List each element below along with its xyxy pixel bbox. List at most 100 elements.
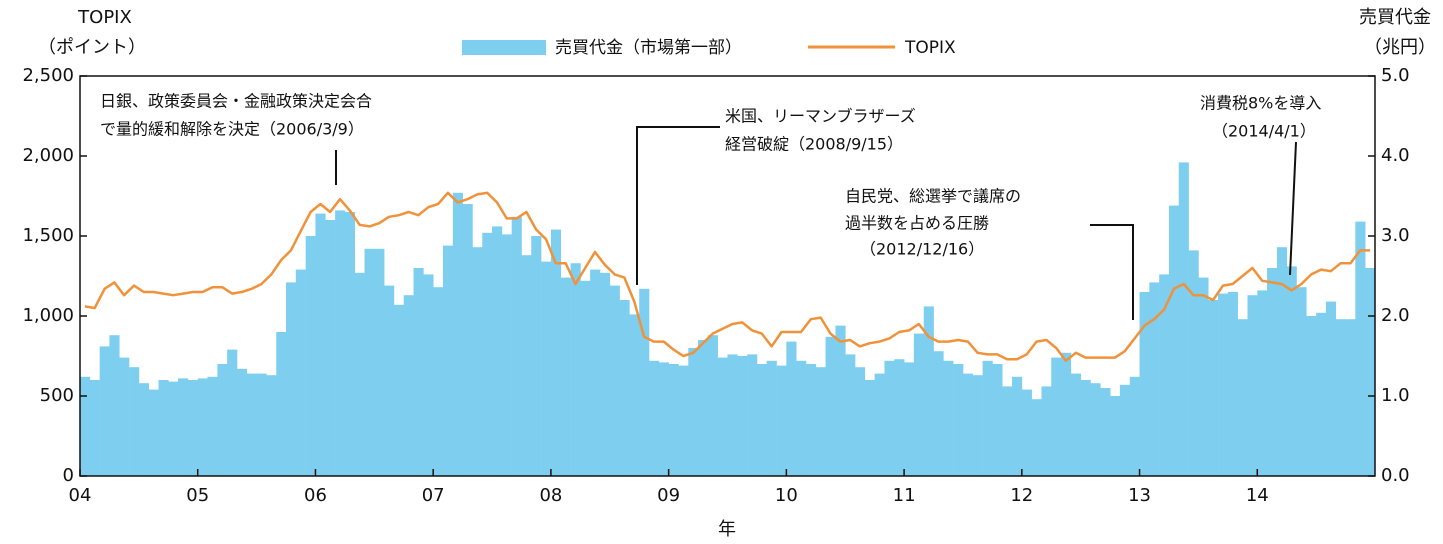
bar <box>335 210 346 476</box>
bar <box>1188 250 1199 476</box>
bar <box>933 351 944 476</box>
bar <box>845 354 856 476</box>
legend-swatch <box>462 40 546 55</box>
bar <box>246 373 257 476</box>
annotation: 経営破綻（2008/9/15） <box>725 135 903 154</box>
annotation: 過半数を占める圧勝 <box>845 214 989 233</box>
bar <box>1286 266 1297 476</box>
annotation: 消費税8%を導入 <box>1200 94 1321 113</box>
bar <box>1012 376 1023 476</box>
bar <box>158 380 169 476</box>
line <box>84 191 1371 363</box>
bar <box>325 220 336 476</box>
bar <box>894 359 905 476</box>
bar <box>1267 268 1278 476</box>
y-axis-label: （ポイント） <box>38 37 146 58</box>
bar <box>531 236 542 476</box>
bar <box>874 373 885 476</box>
annotation: 米国、リーマンブラザーズ <box>725 107 916 126</box>
bar <box>541 261 552 476</box>
bar <box>639 288 650 476</box>
x-tick-label: 14 <box>1246 485 1269 506</box>
bar <box>943 360 954 476</box>
bar <box>492 226 503 476</box>
y-tick-label: 1,000 <box>22 305 74 326</box>
bar <box>1031 399 1042 476</box>
x-axis-label: 年 <box>718 519 736 540</box>
bar <box>1110 396 1121 476</box>
bar <box>442 245 454 476</box>
bar <box>806 364 817 476</box>
bar <box>423 274 434 476</box>
y2-tick-label: 4.0 <box>1381 145 1410 166</box>
bar <box>1100 388 1111 476</box>
bar <box>1149 282 1160 476</box>
bar <box>1051 357 1062 476</box>
bar <box>1316 312 1327 476</box>
bar <box>737 356 748 476</box>
x-tick-label: 04 <box>69 485 92 506</box>
bar <box>433 287 444 476</box>
bar <box>236 368 248 476</box>
x-tick-label: 11 <box>893 485 916 506</box>
bar <box>1168 205 1180 476</box>
bar <box>560 277 571 476</box>
annotation-pointer <box>636 126 720 285</box>
x-tick-label: 07 <box>422 485 445 506</box>
bar <box>698 340 709 476</box>
bar <box>217 364 228 476</box>
bar <box>393 304 405 476</box>
bar <box>511 216 522 477</box>
y2-tick-label: 5.0 <box>1381 65 1410 86</box>
bar <box>109 335 120 476</box>
bar <box>1080 380 1091 476</box>
annotation: 自民党、総選挙で議席の <box>845 187 1021 206</box>
annotation: 日銀、政策委員会・金融政策決定会合 <box>100 92 372 111</box>
bar <box>776 365 787 476</box>
x-tick-label: 09 <box>657 485 680 506</box>
bar <box>266 375 277 476</box>
bar <box>1198 277 1209 476</box>
bar <box>1021 389 1032 476</box>
x-tick-label: 12 <box>1010 485 1033 506</box>
annotation-pointer <box>1289 141 1297 276</box>
bar <box>148 389 159 476</box>
annotation: で量的緩和解除を決定（2006/3/9） <box>100 120 364 139</box>
bar <box>590 269 601 476</box>
bar <box>835 325 846 476</box>
bar <box>688 348 699 476</box>
bar <box>1208 300 1219 476</box>
bar <box>1070 373 1082 476</box>
bar <box>619 300 630 476</box>
bar <box>609 285 620 476</box>
y2-tick-label: 3.0 <box>1381 225 1410 246</box>
y-tick-label: 500 <box>40 385 74 406</box>
bar <box>187 380 199 476</box>
annotation: （2014/4/1） <box>1212 122 1316 141</box>
bar <box>1345 319 1356 476</box>
bar <box>953 364 964 476</box>
x-tick-label: 06 <box>304 485 327 506</box>
bar <box>658 362 669 476</box>
bar <box>1139 292 1150 476</box>
x-tick-label: 10 <box>775 485 798 506</box>
bar <box>403 295 414 476</box>
bar <box>786 341 797 476</box>
x-tick-label: 05 <box>186 485 209 506</box>
bar <box>364 248 375 476</box>
bar <box>462 204 473 476</box>
bar <box>904 362 915 476</box>
bar <box>854 367 866 476</box>
y2-tick-label: 0.0 <box>1381 465 1410 486</box>
y2-tick-label: 1.0 <box>1381 385 1410 406</box>
bar <box>766 360 777 476</box>
bar <box>354 272 365 476</box>
bar <box>1041 386 1052 476</box>
bar <box>472 247 483 476</box>
bar <box>452 192 463 477</box>
bar <box>1335 319 1346 476</box>
y-tick-label: 2,500 <box>22 65 74 86</box>
bar <box>256 373 267 476</box>
bar <box>796 360 807 476</box>
bar <box>119 357 130 476</box>
